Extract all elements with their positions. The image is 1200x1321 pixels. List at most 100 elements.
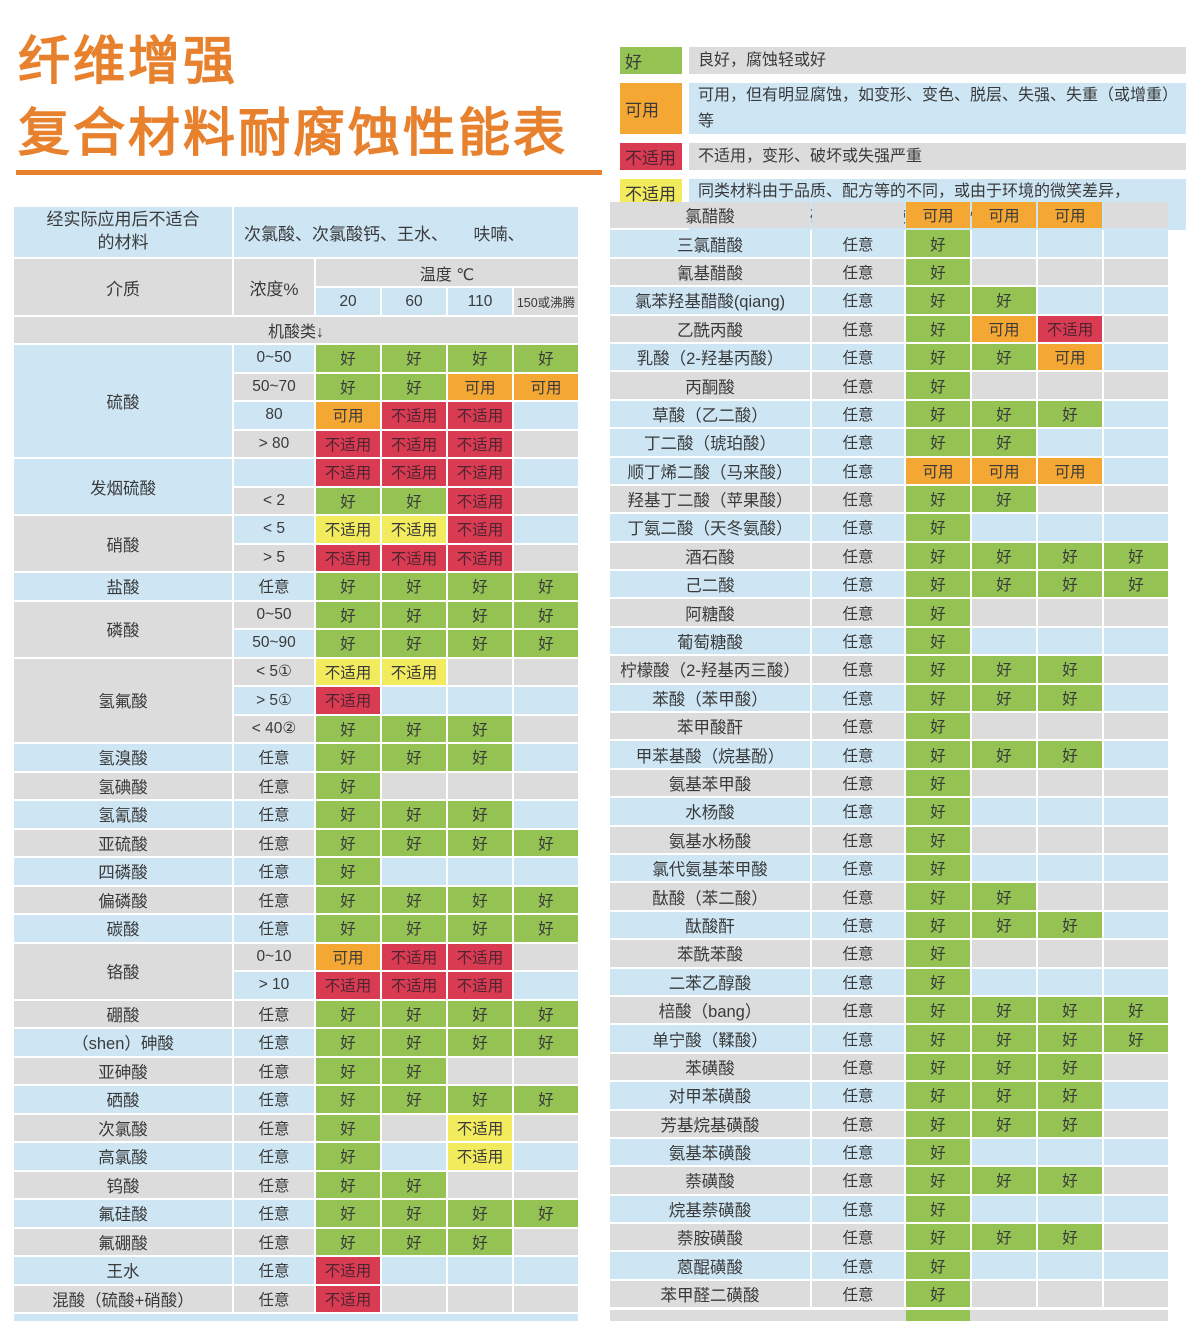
status-cell: 可用 bbox=[514, 373, 578, 400]
concentration-cell: 任意 bbox=[812, 372, 904, 399]
status-cell: 好 bbox=[316, 801, 380, 828]
status-cell: 好 bbox=[906, 684, 970, 712]
status-cell: 好 bbox=[514, 1000, 578, 1027]
status-cell: 好 bbox=[906, 656, 970, 683]
status-cell: 不适用 bbox=[382, 430, 446, 457]
status-cell: 可用 bbox=[316, 943, 380, 970]
concentration-cell: 任意 bbox=[234, 1000, 314, 1027]
concentration-cell: 任意 bbox=[812, 1224, 904, 1251]
status-cell: 好 bbox=[1104, 571, 1168, 598]
status-cell: 好 bbox=[514, 829, 578, 856]
status-cell bbox=[1038, 1280, 1102, 1308]
status-cell: 不适用 bbox=[316, 658, 380, 685]
concentration-cell: 任意 bbox=[812, 741, 904, 768]
status-cell: 好 bbox=[448, 1029, 512, 1056]
status-cell: 不适用 bbox=[316, 687, 380, 714]
status-cell bbox=[972, 1280, 1036, 1308]
status-cell bbox=[1104, 343, 1168, 371]
title-underline bbox=[16, 170, 602, 175]
status-cell bbox=[972, 854, 1036, 882]
status-cell bbox=[1104, 854, 1168, 882]
status-cell bbox=[514, 943, 578, 970]
status-cell bbox=[1104, 230, 1168, 257]
status-cell bbox=[514, 801, 578, 828]
concentration-cell: 任意 bbox=[234, 744, 314, 771]
status-cell: 好 bbox=[382, 744, 446, 771]
status-cell bbox=[514, 1228, 578, 1255]
concentration-cell: 80 bbox=[234, 402, 314, 429]
status-cell: 好 bbox=[906, 883, 970, 910]
concentration-cell: 0~50 bbox=[234, 601, 314, 628]
status-cell: 好 bbox=[316, 487, 380, 514]
page-title-line-2: 复合材料耐腐蚀性能表 bbox=[18, 105, 569, 163]
status-cell: 好 bbox=[972, 1025, 1036, 1052]
concentration-cell: > 5 bbox=[234, 544, 314, 571]
medium-cell: 二苯乙醇酸 bbox=[610, 968, 810, 995]
medium-cell: 盐酸 bbox=[14, 573, 232, 600]
medium-cell: 苯酸（苯甲酸） bbox=[610, 684, 810, 712]
status-cell: 好 bbox=[1038, 542, 1102, 570]
status-cell: 好 bbox=[316, 858, 380, 885]
status-cell bbox=[1104, 940, 1168, 967]
status-cell: 不适用 bbox=[382, 658, 446, 685]
status-cell: 好 bbox=[382, 1057, 446, 1084]
concentration-cell: 任意 bbox=[812, 429, 904, 456]
status-cell bbox=[1038, 627, 1102, 655]
status-cell bbox=[1038, 713, 1102, 740]
status-cell: 好 bbox=[382, 1029, 446, 1056]
status-cell bbox=[382, 687, 446, 714]
medium-cell: 葡萄糖酸 bbox=[610, 627, 810, 655]
medium-cell: 氰基醋酸 bbox=[610, 258, 810, 286]
status-cell: 好 bbox=[906, 968, 970, 995]
status-cell: 可用 bbox=[448, 373, 512, 400]
status-cell bbox=[1038, 485, 1102, 513]
concentration-cell: 任意 bbox=[812, 514, 904, 541]
status-cell: 不适用 bbox=[448, 1114, 512, 1141]
concentration-cell: 任意 bbox=[234, 1171, 314, 1198]
status-cell: 好 bbox=[1038, 400, 1102, 428]
medium-cell: 苯甲酸酐 bbox=[610, 713, 810, 740]
status-cell: 好 bbox=[906, 940, 970, 967]
concentration-cell: 0~50 bbox=[234, 345, 314, 372]
status-cell: 可用 bbox=[1038, 343, 1102, 371]
medium-cell: 氢溴酸 bbox=[14, 744, 232, 771]
status-cell: 不适用 bbox=[316, 972, 380, 999]
status-cell: 不适用 bbox=[316, 459, 380, 486]
medium-cell: 氢氰酸 bbox=[14, 801, 232, 828]
medium-cell: 氨基水杨酸 bbox=[610, 826, 810, 853]
concentration-cell: 任意 bbox=[234, 1228, 314, 1255]
status-cell bbox=[972, 1138, 1036, 1166]
status-cell: 不适用 bbox=[382, 943, 446, 970]
medium-column-header: 介质 bbox=[14, 259, 232, 315]
medium-cell: 硫酸 bbox=[14, 345, 232, 457]
status-cell: 好 bbox=[906, 230, 970, 257]
status-cell: 好 bbox=[448, 1200, 512, 1227]
status-cell: 好 bbox=[382, 1000, 446, 1027]
status-cell: 好 bbox=[448, 1228, 512, 1255]
status-cell: 不适用 bbox=[448, 487, 512, 514]
status-cell bbox=[1038, 854, 1102, 882]
status-cell: 好 bbox=[316, 630, 380, 657]
status-cell: 可用 bbox=[906, 457, 970, 484]
status-cell: 好 bbox=[906, 1280, 970, 1308]
status-cell: 好 bbox=[906, 542, 970, 570]
status-cell: 好 bbox=[316, 345, 380, 372]
temp-20-header: 20 bbox=[316, 288, 380, 315]
status-cell bbox=[514, 544, 578, 571]
status-cell bbox=[448, 658, 512, 685]
medium-cell: 顺丁烯二酸（马来酸） bbox=[610, 457, 810, 484]
temp-60-header: 60 bbox=[382, 288, 446, 315]
medium-cell: 碳酸 bbox=[14, 915, 232, 942]
status-cell bbox=[1038, 1138, 1102, 1166]
status-cell: 好 bbox=[382, 1086, 446, 1113]
medium-cell: 烷基萘磺酸 bbox=[610, 1195, 810, 1223]
status-cell: 好 bbox=[972, 400, 1036, 428]
concentration-cell: 任意 bbox=[234, 1114, 314, 1141]
status-cell: 好 bbox=[906, 1053, 970, 1081]
status-cell: 好 bbox=[972, 883, 1036, 910]
concentration-cell: 任意 bbox=[234, 1285, 314, 1312]
status-cell: 好 bbox=[1038, 1025, 1102, 1052]
status-cell bbox=[1038, 372, 1102, 399]
status-cell: 好 bbox=[316, 1200, 380, 1227]
status-cell: 好 bbox=[382, 1171, 446, 1198]
